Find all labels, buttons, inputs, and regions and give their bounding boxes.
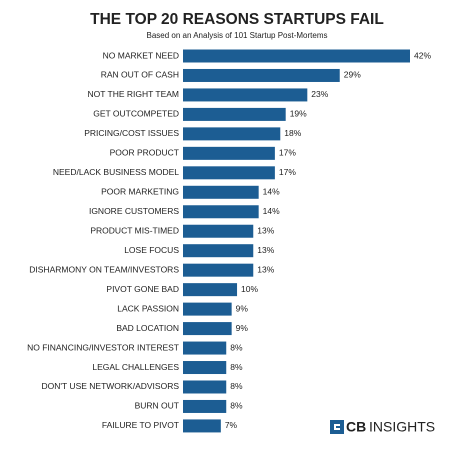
category-label: NOT THE RIGHT TEAM (88, 89, 179, 99)
value-label: 18% (284, 128, 301, 138)
value-label: 17% (279, 167, 296, 177)
category-label: GET OUTCOMPETED (93, 109, 179, 119)
value-label: 14% (263, 187, 280, 197)
category-label: BURN OUT (135, 401, 179, 411)
category-label: RAN OUT OF CASH (101, 70, 179, 80)
category-label: LEGAL CHALLENGES (92, 362, 179, 372)
bar (183, 146, 275, 160)
bar (183, 88, 308, 102)
category-label: PRODUCT MIS-TIMED (90, 225, 179, 235)
category-label: PIVOT GONE BAD (106, 284, 179, 294)
value-label: 23% (311, 89, 328, 99)
value-label: 8% (230, 401, 243, 411)
category-label: PRICING/COST ISSUES (84, 128, 179, 138)
bar (183, 263, 254, 277)
bar (183, 283, 238, 297)
value-label: 13% (257, 225, 274, 235)
logo-prefix: CB (346, 419, 366, 435)
bar (183, 302, 232, 316)
bar (183, 166, 275, 180)
category-label: IGNORE CUSTOMERS (89, 206, 179, 216)
value-label: 29% (344, 70, 361, 80)
category-label: DON'T USE NETWORK/ADVISORS (42, 381, 180, 391)
category-label: NO FINANCING/INVESTOR INTEREST (27, 342, 179, 352)
value-label: 8% (230, 342, 243, 352)
logo-text: INSIGHTS (369, 419, 435, 435)
category-label: FAILURE TO PIVOT (102, 420, 179, 430)
category-label: POOR MARKETING (101, 187, 179, 197)
category-label: POOR PRODUCT (110, 148, 179, 158)
logo: CB INSIGHTS (330, 419, 435, 435)
chart-subtitle: Based on an Analysis of 101 Startup Post… (147, 31, 328, 40)
logo-icon (330, 420, 344, 434)
bar (183, 244, 254, 258)
category-label: NEED/LACK BUSINESS MODEL (53, 167, 179, 177)
bar (183, 322, 232, 336)
bar (183, 49, 410, 63)
bar (183, 127, 281, 141)
bar (183, 361, 227, 375)
category-label: LACK PASSION (117, 303, 179, 313)
bar (183, 380, 227, 394)
category-label: LOSE FOCUS (124, 245, 179, 255)
bar (183, 107, 286, 121)
category-label: BAD LOCATION (116, 323, 179, 333)
value-label: 9% (236, 303, 249, 313)
value-label: 17% (279, 148, 296, 158)
value-label: 42% (414, 50, 431, 60)
logo-icon-mark (334, 424, 340, 430)
category-label: DISHARMONY ON TEAM/INVESTORS (29, 264, 179, 274)
bar (183, 68, 340, 82)
category-label: NO MARKET NEED (103, 50, 179, 60)
bar (183, 185, 259, 199)
value-label: 8% (230, 381, 243, 391)
chart-title: THE TOP 20 REASONS STARTUPS FAIL (90, 11, 384, 28)
value-label: 19% (290, 109, 307, 119)
value-label: 7% (225, 420, 238, 430)
value-label: 14% (263, 206, 280, 216)
value-label: 9% (236, 323, 249, 333)
bar (183, 399, 227, 413)
bar (183, 419, 221, 433)
bar (183, 341, 227, 355)
value-label: 13% (257, 264, 274, 274)
bar (183, 224, 254, 238)
bar (183, 205, 259, 219)
value-label: 8% (230, 362, 243, 372)
value-label: 13% (257, 245, 274, 255)
value-label: 10% (241, 284, 258, 294)
